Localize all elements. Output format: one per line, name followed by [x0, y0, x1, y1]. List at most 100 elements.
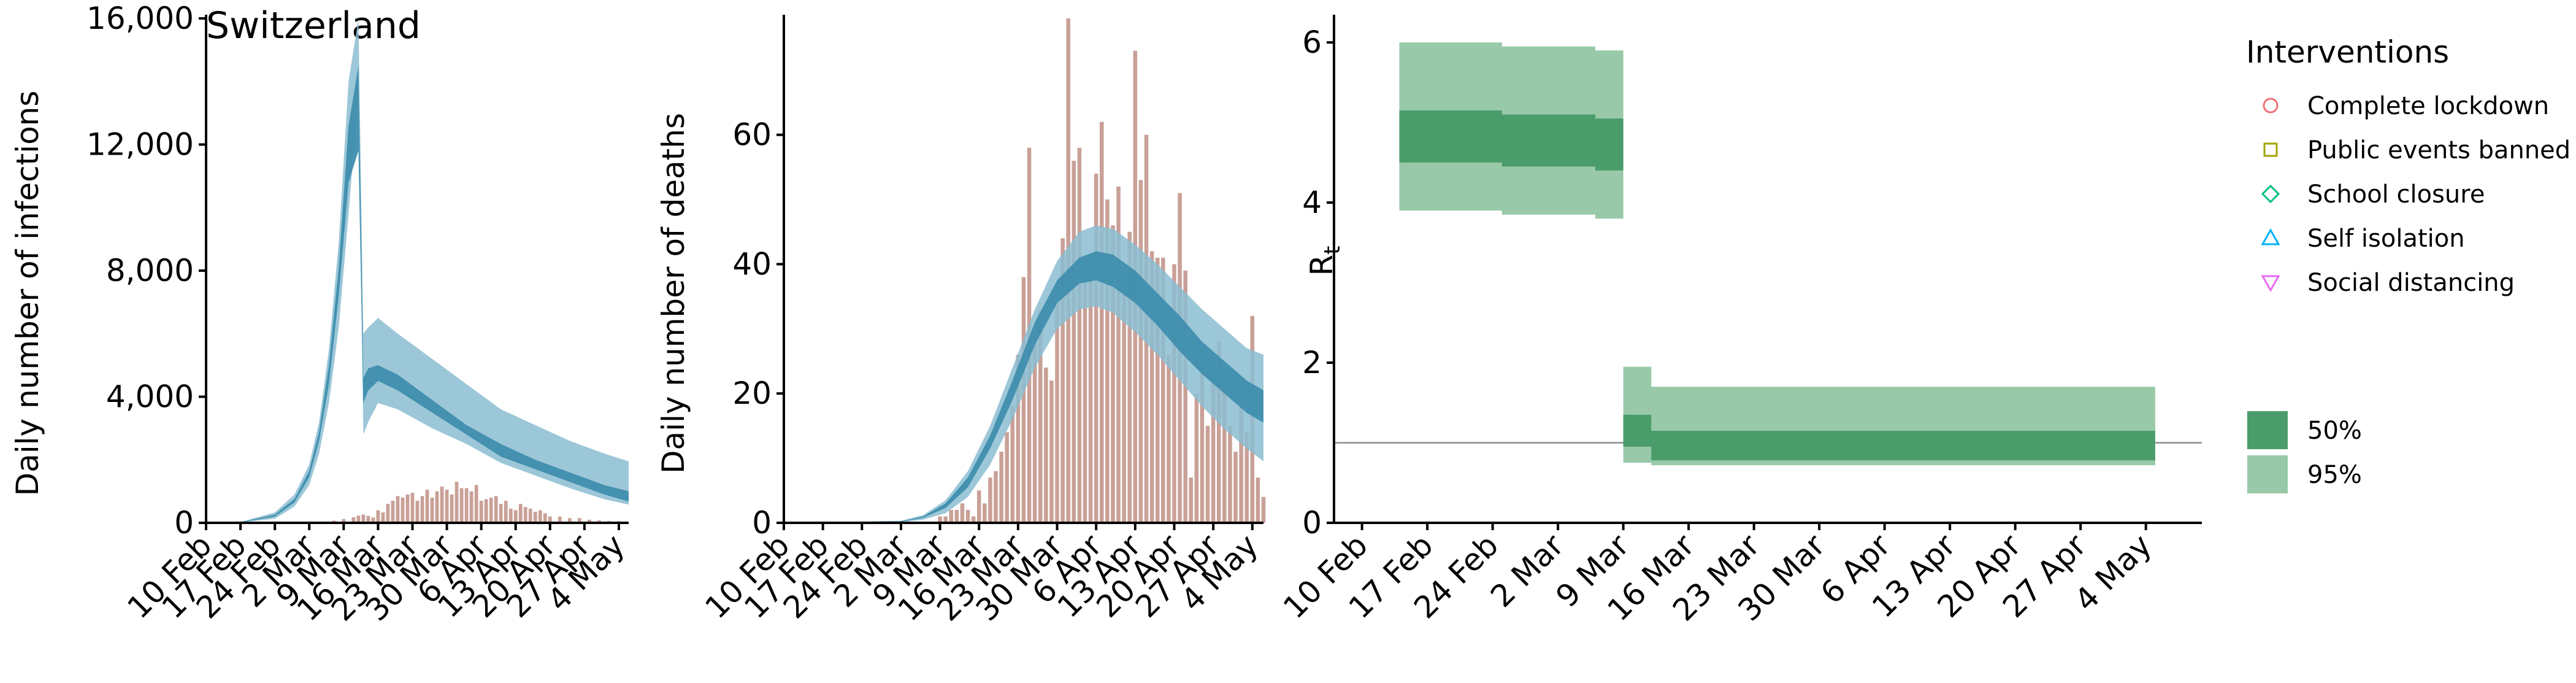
y-tick-label: 20 — [732, 376, 772, 411]
observed-bar — [1088, 264, 1093, 523]
legend-item-school-closure: School closure — [2261, 180, 2485, 209]
observed-bar — [1155, 257, 1160, 523]
observed-bar — [976, 490, 981, 523]
y-tick-label: 4 — [1302, 185, 1322, 220]
legend-item-self-isolation: Self isolation — [2261, 225, 2465, 253]
observed-bar — [1071, 160, 1076, 523]
observed-bar — [1189, 477, 1194, 523]
circle-marker-icon — [2263, 98, 2279, 114]
observed-bar — [430, 497, 434, 523]
legend-label: Complete lockdown — [2307, 92, 2549, 120]
observed-bar — [1167, 355, 1171, 523]
observed-bar — [523, 507, 527, 523]
observed-bar — [435, 491, 439, 523]
y-tick-label: 12,000 — [86, 127, 194, 163]
y-tick-label: 0 — [1302, 505, 1322, 541]
observed-bar — [1032, 335, 1037, 523]
observed-bar — [1239, 406, 1243, 523]
observed-bar — [548, 516, 552, 523]
observed-bar — [504, 501, 508, 523]
y-tick-label: 16,000 — [86, 1, 194, 36]
y-tick-label: 0 — [752, 505, 772, 541]
observed-bar — [469, 491, 473, 523]
legend-interventions: Complete lockdown Public events banned Sch… — [2261, 92, 2570, 297]
observed-bar — [396, 496, 400, 523]
legend-label: 50% — [2307, 417, 2362, 445]
observed-bar — [405, 494, 410, 523]
observed-bar — [401, 497, 405, 523]
observed-bar — [1116, 187, 1121, 523]
observed-bar — [425, 490, 429, 523]
observed-bar — [445, 490, 449, 523]
observed-bar — [513, 510, 518, 523]
interval-band-95pct — [206, 18, 629, 523]
observed-bar — [994, 471, 998, 523]
observed-bar — [1233, 452, 1238, 523]
legend-interval-95pct: 95% — [2247, 455, 2362, 493]
square-marker-icon — [2263, 142, 2278, 157]
observed-bar — [528, 508, 532, 523]
observed-bar — [351, 517, 356, 523]
observed-bar — [1094, 173, 1098, 523]
observed-bar — [1244, 432, 1249, 523]
observed-bar — [410, 493, 415, 523]
legend-item-complete-lockdown: Complete lockdown — [2263, 92, 2549, 120]
observed-bar — [371, 517, 375, 523]
observed-bar — [499, 504, 503, 523]
observed-bar — [1100, 122, 1104, 523]
observed-bar — [983, 503, 987, 523]
observed-bar — [1060, 238, 1065, 523]
observed-bar — [1038, 309, 1043, 523]
infections-y-axis-label: Daily number of infections — [10, 91, 45, 496]
observed-bar — [971, 516, 976, 523]
observed-bar — [366, 515, 370, 523]
observed-bar — [1044, 368, 1048, 523]
observed-bar — [1161, 257, 1165, 523]
observed-bar — [484, 499, 488, 523]
observed-bar — [381, 512, 385, 523]
observed-bar — [965, 509, 970, 523]
legend-label: School closure — [2307, 180, 2485, 209]
observed-bar — [1222, 387, 1227, 523]
legend-interval-50pct: 50% — [2247, 411, 2362, 449]
observed-bar — [1149, 251, 1154, 523]
observed-bar — [1049, 380, 1054, 523]
observed-bar — [1010, 406, 1015, 523]
interval-band-50pct — [1399, 110, 2155, 462]
legend: Interventions Complete lockdown Public ev… — [2246, 34, 2570, 493]
observed-bar — [1183, 271, 1187, 523]
observed-bar — [440, 486, 444, 523]
rt-y-axis-label-subscript: t — [1320, 246, 1345, 255]
observed-bar — [342, 519, 346, 523]
observed-bar — [1105, 199, 1110, 523]
observed-bar — [464, 488, 469, 523]
figure-title: Switzerland — [206, 4, 421, 47]
deaths-y-axis-label: Daily number of deaths — [656, 113, 691, 474]
observed-bar — [1055, 290, 1059, 523]
observed-bar — [588, 519, 591, 523]
observed-bar — [1021, 277, 1026, 523]
observed-bar — [391, 501, 395, 523]
observed-bar — [988, 477, 992, 523]
interval-swatch — [2247, 455, 2288, 493]
observed-bar — [459, 488, 464, 523]
observed-bar — [538, 510, 542, 523]
interval-swatch — [2247, 411, 2288, 449]
triangle-down-marker-icon — [2261, 275, 2280, 293]
observed-bar — [454, 482, 459, 523]
observed-bar — [1005, 432, 1009, 523]
observed-bar — [1261, 496, 1266, 523]
observed-bar — [1083, 257, 1087, 523]
observed-bar — [949, 509, 954, 523]
y-tick-label: 8,000 — [106, 253, 194, 288]
diamond-marker-icon — [2261, 184, 2280, 204]
observed-bar — [489, 497, 493, 523]
observed-bar — [494, 496, 498, 523]
legend-label: 95% — [2307, 461, 2362, 489]
observed-bar — [450, 494, 454, 523]
observed-bar — [508, 508, 513, 523]
observed-bar — [518, 504, 523, 523]
observed-bar — [420, 496, 424, 523]
